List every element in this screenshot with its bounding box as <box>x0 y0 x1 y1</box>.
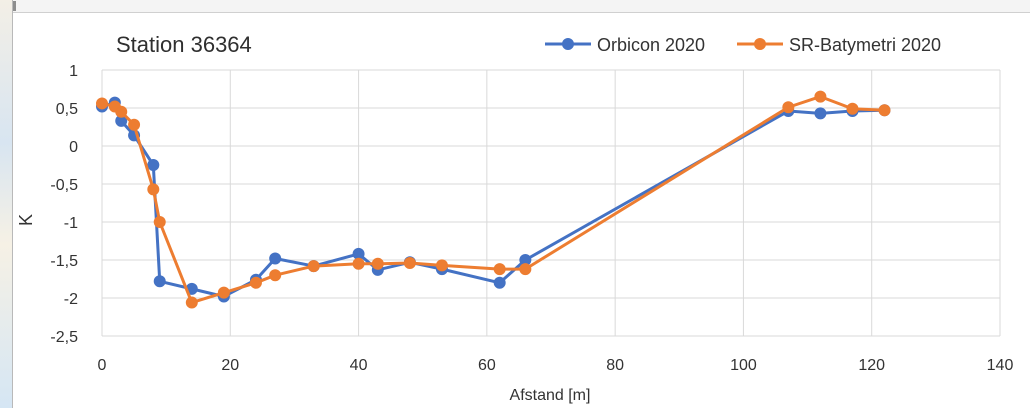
data-point <box>217 286 230 299</box>
data-point <box>269 269 282 282</box>
data-point <box>269 252 282 265</box>
data-point <box>371 257 384 270</box>
y-tick-label: 0,5 <box>56 101 78 118</box>
data-point <box>352 247 365 260</box>
y-tick-label: -0,5 <box>50 177 78 194</box>
data-point <box>153 216 166 228</box>
legend-label: Orbicon 2020 <box>597 35 705 55</box>
x-tick-label: 20 <box>221 357 239 374</box>
x-axis-label: Afstand [m] <box>510 387 591 404</box>
data-point <box>878 104 891 117</box>
series-layer <box>96 90 891 309</box>
data-point <box>147 159 160 171</box>
legend-marker <box>562 38 574 50</box>
data-point <box>128 118 141 131</box>
data-point <box>493 276 506 289</box>
data-point <box>519 263 532 276</box>
left-map-thumbnail-strip <box>0 0 13 408</box>
x-tick-label: 100 <box>730 357 757 374</box>
y-tick-label: -1 <box>64 215 78 232</box>
data-point <box>814 107 827 120</box>
x-tick-label: 80 <box>606 357 624 374</box>
axis-layer: 1 0,5 0 -0,5 -1 -1,5 -2 -2,5 0 20 40 60 80 100 120 140 <box>50 63 1013 374</box>
data-point <box>153 275 166 288</box>
legend: Orbicon 2020 SR-Batymetri 2020 <box>545 35 941 55</box>
y-axis-label: K <box>16 214 36 226</box>
data-point <box>96 97 108 110</box>
y-tick-label: -2,5 <box>50 329 78 346</box>
series-line <box>100 95 887 305</box>
data-point <box>307 260 320 273</box>
grid-layer <box>101 69 1001 337</box>
data-point <box>782 101 795 114</box>
data-point <box>249 276 262 289</box>
chart-title: Station 36364 <box>116 32 252 57</box>
x-tick-label: 60 <box>478 357 496 374</box>
x-tick-label: 0 <box>98 357 107 374</box>
data-point <box>814 90 827 103</box>
x-tick-label: 40 <box>350 357 368 374</box>
y-tick-label: -2 <box>64 291 78 308</box>
x-tick-label: 140 <box>987 357 1014 374</box>
data-point <box>846 102 859 115</box>
y-tick-label: -1,5 <box>50 253 78 270</box>
y-tick-label: 1 <box>69 63 78 80</box>
data-point <box>493 263 506 276</box>
legend-item: SR-Batymetri 2020 <box>737 35 941 55</box>
y-tick-label: 0 <box>69 139 78 156</box>
legend-marker <box>754 38 766 50</box>
data-point <box>403 257 416 270</box>
data-point <box>435 259 448 272</box>
x-tick-label: 120 <box>858 357 885 374</box>
legend-label: SR-Batymetri 2020 <box>789 35 941 55</box>
data-point <box>185 296 198 309</box>
data-point <box>115 105 128 118</box>
data-point <box>147 183 160 196</box>
legend-item: Orbicon 2020 <box>545 35 705 55</box>
data-point <box>352 257 365 270</box>
